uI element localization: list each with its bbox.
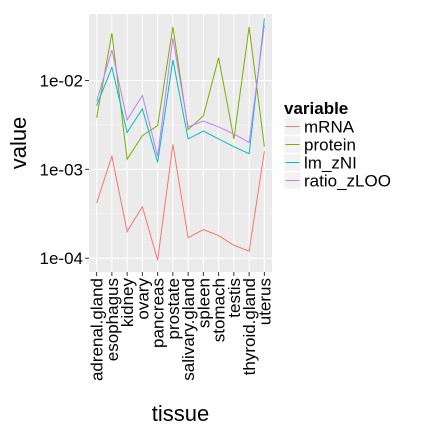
x-tick-label: uterus (255, 278, 274, 325)
x-axis-ticks: adrenal.glandesophaguskidneyovarypancrea… (88, 272, 274, 381)
series-line-ratio_zLOO (96, 25, 265, 157)
minor-gridlines (89, 124, 272, 215)
legend-label: lm_zNI (304, 154, 357, 173)
x-tick-label: pancreas (149, 278, 168, 348)
y-tick-label: 1e-04 (40, 249, 83, 268)
series-line-protein (96, 26, 265, 161)
x-tick-label: stomach (210, 278, 229, 342)
series-line-mRNA (96, 144, 265, 261)
legend-label: ratio_zLOO (304, 172, 391, 191)
x-tick-label: esophagus (103, 278, 122, 361)
legend-label: protein (304, 136, 356, 155)
y-axis-title: value (6, 117, 31, 170)
x-tick-label: ovary (133, 278, 152, 320)
x-tick-label: salivary.gland (179, 278, 198, 381)
legend-title: variable (284, 99, 348, 118)
y-tick-label: 1e-02 (40, 71, 83, 90)
legend-label: mRNA (304, 118, 355, 137)
x-tick-label: spleen (194, 278, 213, 328)
x-tick-label: testis (225, 278, 244, 318)
y-axis-ticks: 1e-04 1e-03 1e-02 (40, 71, 89, 268)
series-line-lm_zNI (96, 18, 265, 163)
plot-panel (89, 14, 272, 272)
x-axis-title: tissue (152, 401, 209, 426)
x-tick-label: kidney (118, 278, 137, 328)
x-tick-label: prostate (164, 278, 183, 339)
x-tick-label: adrenal.gland (88, 278, 107, 381)
x-tick-label: thyroid.gland (240, 278, 259, 375)
series-lines (96, 18, 265, 261)
y-tick-label: 1e-03 (40, 160, 83, 179)
